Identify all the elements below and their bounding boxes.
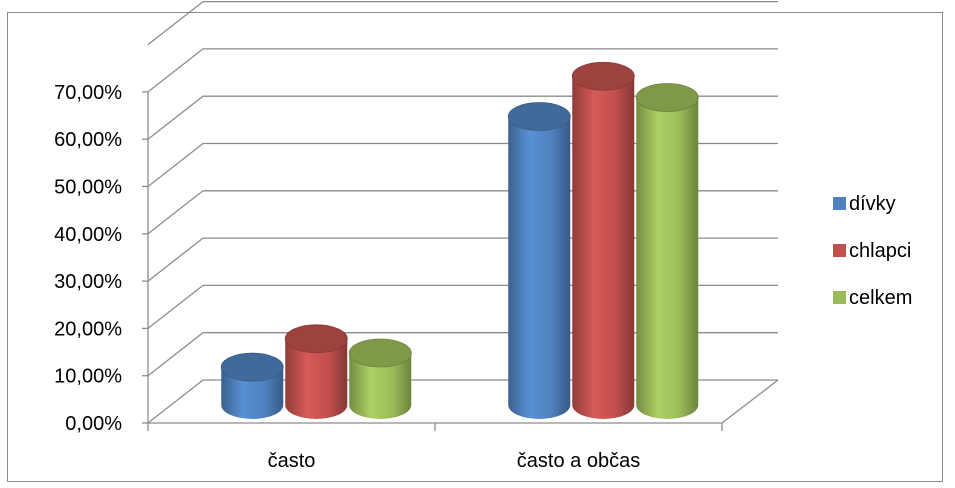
legend-label: chlapci	[849, 240, 911, 262]
bar	[635, 83, 699, 420]
x-tick-label: často a občas	[517, 450, 640, 472]
bar	[507, 102, 571, 420]
bars	[220, 61, 699, 420]
y-tick-label: 30,00%	[54, 271, 122, 293]
legend-label: celkem	[849, 287, 912, 309]
y-tick-label: 60,00%	[54, 129, 122, 151]
y-tick-label: 70,00%	[54, 82, 122, 104]
bar	[571, 61, 635, 420]
legend-swatch	[833, 197, 846, 210]
y-tick-label: 20,00%	[54, 318, 122, 340]
legend-swatch	[833, 291, 846, 304]
x-tick-label: často	[268, 450, 316, 472]
y-tick-label: 10,00%	[54, 366, 122, 388]
y-tick-label: 40,00%	[54, 224, 122, 246]
bar	[220, 352, 284, 420]
legend-swatch	[833, 244, 846, 257]
y-axis-ticks: 0,00% 10,00% 20,00% 30,00% 40,00% 50,00% 60,00…	[54, 82, 148, 435]
legend-label: dívky	[849, 193, 896, 215]
legend: dívky chlapci celkem	[833, 193, 912, 309]
y-tick-label: 0,00%	[65, 413, 122, 435]
bar	[348, 338, 412, 420]
y-tick-label: 50,00%	[54, 177, 122, 199]
gridline	[147, 0, 778, 46]
bar	[284, 324, 348, 420]
chart-frame	[7, 12, 943, 482]
gridline	[147, 48, 778, 93]
x-axis-ticks: často často a občas	[147, 423, 723, 472]
